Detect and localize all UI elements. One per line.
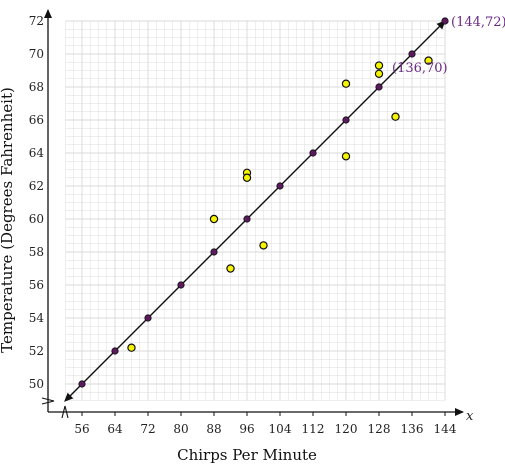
- fit-line: [64, 20, 446, 402]
- line-point: [243, 215, 251, 223]
- observed-point: [209, 214, 219, 224]
- line-point: [111, 347, 119, 355]
- observed-point: [374, 69, 384, 79]
- x-tick-label: 72: [140, 422, 155, 436]
- line-point: [78, 380, 86, 388]
- x-tick-label: 144: [434, 422, 457, 436]
- point-annotation: (136,70): [392, 61, 448, 76]
- point-annotation: (144,72): [451, 15, 505, 30]
- x-tick-label: 104: [269, 422, 292, 436]
- y-tick-label: 54: [29, 311, 45, 325]
- observed-point: [127, 343, 136, 352]
- x-tick-label: 120: [335, 422, 358, 436]
- y-tick-label: 66: [29, 113, 44, 127]
- x-axis-break-mark: [61, 405, 69, 419]
- y-tick-label: 50: [29, 377, 44, 391]
- y-tick-label: 52: [29, 344, 44, 358]
- observed-point: [424, 56, 433, 65]
- annotations: (144,72) (136,70): [392, 15, 505, 76]
- x-tick-label: 64: [107, 422, 123, 436]
- y-tick-label: 68: [29, 80, 44, 94]
- x-tick-label: 112: [302, 422, 325, 436]
- x-tick-label: 136: [401, 422, 424, 436]
- y-tick-label: 60: [29, 212, 44, 226]
- axes: x: [41, 9, 474, 424]
- y-tick-label: 56: [29, 278, 44, 292]
- line-point: [408, 50, 416, 58]
- line-point: [375, 83, 383, 91]
- line-point: [144, 314, 152, 322]
- observed-point: [226, 264, 235, 273]
- x-axis-letter: x: [466, 409, 474, 424]
- y-axis-title: Temperature (Degrees Fahrenheit): [0, 87, 16, 353]
- y-tick-label: 70: [29, 47, 44, 61]
- observed-point: [242, 173, 252, 182]
- observed-point: [391, 112, 400, 121]
- x-tick-label: 80: [173, 422, 188, 436]
- observed-point: [341, 152, 351, 161]
- y-axis-break-mark: [41, 397, 55, 405]
- line-point: [177, 281, 185, 289]
- y-tick-label: 62: [29, 179, 44, 193]
- line-point: [309, 149, 317, 157]
- x-tick-label: 128: [368, 422, 391, 436]
- line-endpoint: [441, 17, 449, 25]
- x-tick-label: 56: [74, 422, 89, 436]
- line-point: [210, 248, 218, 256]
- observed-point: [341, 79, 351, 88]
- fit-line: [64, 20, 446, 402]
- x-axis-title: Chirps Per Minute: [177, 446, 317, 464]
- tick-labels: 56 64 72 80 88 96 104 112 120 128 136 144 50 52 54 56 58…: [29, 14, 457, 436]
- observed-point: [374, 61, 384, 70]
- line-point: [276, 182, 284, 190]
- x-tick-label: 88: [206, 422, 221, 436]
- y-tick-label: 64: [29, 146, 45, 160]
- observed-point: [259, 241, 268, 250]
- y-tick-label: 72: [29, 14, 44, 28]
- line-point: [342, 116, 350, 124]
- points: [78, 17, 449, 388]
- x-tick-label: 96: [239, 422, 254, 436]
- y-tick-label: 58: [29, 245, 44, 259]
